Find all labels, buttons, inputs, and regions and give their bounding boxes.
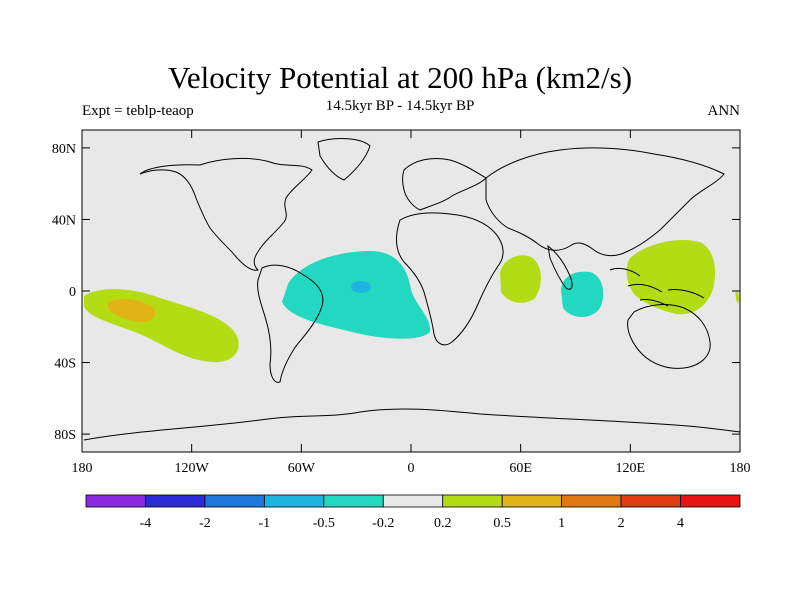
colorbar-swatch bbox=[145, 494, 206, 508]
maritime-continent-positive-region bbox=[626, 239, 716, 315]
india-coast bbox=[547, 244, 573, 290]
lon-tick-label: 120E bbox=[616, 461, 646, 476]
colorbar-label: 0.5 bbox=[493, 516, 511, 531]
latitude-axis: 80N 40N 0 40S 80S bbox=[52, 142, 740, 443]
southeast-asia-islands bbox=[609, 267, 705, 307]
colorbar-swatch bbox=[323, 494, 384, 508]
longitude-axis: 180 120W 60W 0 60E 120E 180 bbox=[72, 130, 751, 476]
south-america-coast bbox=[257, 264, 324, 383]
greenland-coast bbox=[317, 138, 371, 181]
colorbar-swatch bbox=[263, 494, 325, 508]
lat-tick-label: 40S bbox=[54, 357, 76, 372]
africa-coast bbox=[396, 212, 504, 346]
coastlines bbox=[83, 138, 741, 441]
asia-coast bbox=[485, 147, 725, 257]
lon-tick-label: 180 bbox=[730, 461, 751, 476]
colorbar-swatch bbox=[561, 494, 622, 508]
colorbar: -4 -2 -1 -0.5 -0.2 0.2 0.5 1 2 4 bbox=[85, 494, 741, 531]
australia-coast bbox=[627, 304, 711, 369]
indian-ocean-negative-region bbox=[561, 271, 604, 317]
map-title: Velocity Potential at 200 hPa (km2/s) bbox=[167, 60, 633, 95]
colorbar-swatch bbox=[501, 494, 563, 508]
colorbar-swatch bbox=[204, 494, 265, 508]
colorbar-label: 2 bbox=[618, 516, 625, 531]
colorbar-label: -2 bbox=[199, 516, 211, 531]
lon-tick-label: 60E bbox=[509, 461, 532, 476]
atlantic-strong-negative-region bbox=[351, 281, 371, 293]
lat-tick-label: 40N bbox=[52, 213, 76, 228]
map-subtitle: 14.5kyr BP - 14.5kyr BP bbox=[325, 98, 475, 114]
dateline-positive-sliver bbox=[735, 290, 740, 304]
colorbar-label: -0.5 bbox=[313, 516, 335, 531]
lat-tick-label: 0 bbox=[69, 285, 76, 300]
colorbar-swatch bbox=[85, 494, 146, 508]
period-label: ANN bbox=[707, 103, 741, 119]
lon-tick-label: 60W bbox=[288, 461, 316, 476]
africa-positive-region bbox=[500, 255, 541, 303]
lat-tick-label: 80N bbox=[52, 142, 76, 157]
colorbar-label: -1 bbox=[259, 516, 271, 531]
colorbar-label: 4 bbox=[677, 516, 684, 531]
colorbar-swatch bbox=[620, 494, 681, 508]
colorbar-swatch bbox=[442, 494, 503, 508]
lon-tick-label: 120W bbox=[175, 461, 210, 476]
colorbar-label: 0.2 bbox=[434, 516, 452, 531]
europe-coast bbox=[402, 157, 487, 211]
pacific-strong-positive-region bbox=[108, 298, 156, 323]
lat-tick-label: 80S bbox=[54, 428, 76, 443]
antarctica-coast bbox=[83, 408, 741, 441]
colorbar-label: 1 bbox=[558, 516, 565, 531]
lon-tick-label: 0 bbox=[408, 461, 415, 476]
lon-tick-label: 180 bbox=[72, 461, 93, 476]
experiment-label: Expt = teblp-teaop bbox=[82, 103, 194, 119]
colorbar-swatch bbox=[680, 494, 741, 508]
anomaly-regions bbox=[84, 239, 740, 363]
atlantic-negative-region bbox=[282, 250, 431, 339]
colorbar-label: -0.2 bbox=[372, 516, 394, 531]
north-america-coast bbox=[139, 157, 313, 271]
colorbar-swatch bbox=[382, 494, 444, 508]
colorbar-label: -4 bbox=[140, 516, 152, 531]
